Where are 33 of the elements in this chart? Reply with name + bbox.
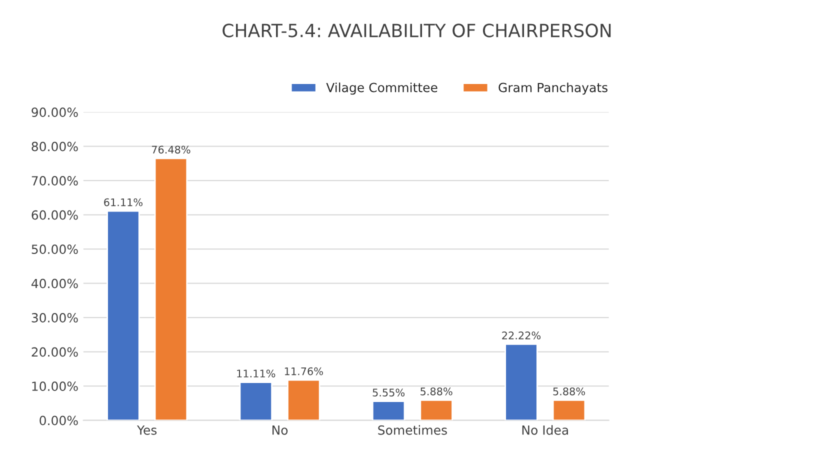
chart-title: CHART-5.4: AVAILABILITY OF CHAIRPERSON xyxy=(222,24,611,38)
data-label: 5.88% xyxy=(420,387,452,396)
y-tick-label: 60.00% xyxy=(32,210,78,220)
legend-label: Gram Panchayats xyxy=(498,82,608,95)
bar xyxy=(154,158,188,420)
bar xyxy=(420,399,453,420)
y-tick-label: 40.00% xyxy=(31,278,78,288)
y-tick-label: 90.00% xyxy=(32,108,78,118)
bar xyxy=(552,399,586,420)
data-label: 5.88% xyxy=(553,387,585,396)
bar xyxy=(287,379,320,420)
bar xyxy=(106,210,140,420)
y-tick-label: 50.00% xyxy=(32,244,78,254)
data-label: 76.48% xyxy=(152,146,190,154)
data-label: 5.55% xyxy=(372,388,405,396)
data-label: 61.11% xyxy=(104,198,142,206)
bar xyxy=(239,382,273,420)
data-label: 11.76% xyxy=(284,367,323,376)
y-tick-label: 10.00% xyxy=(32,382,78,391)
x-tick-label: Yes xyxy=(136,426,157,435)
bar xyxy=(372,400,406,420)
y-tick-label: 30.00% xyxy=(32,313,78,322)
y-tick-label: 70.00% xyxy=(32,176,78,186)
bar xyxy=(504,344,538,420)
x-tick-label: No Idea xyxy=(522,425,568,435)
legend-label: Vilage Committee xyxy=(326,82,438,95)
y-tick-label: 20.00% xyxy=(32,347,78,357)
x-tick-label: Sometimes xyxy=(378,425,447,435)
data-label: 22.22% xyxy=(502,332,541,340)
y-tick-label: 0.00% xyxy=(40,416,78,426)
y-tick-label: 80.00% xyxy=(32,142,78,152)
data-label: 11.11% xyxy=(237,370,276,378)
x-tick-label: No xyxy=(272,426,288,435)
